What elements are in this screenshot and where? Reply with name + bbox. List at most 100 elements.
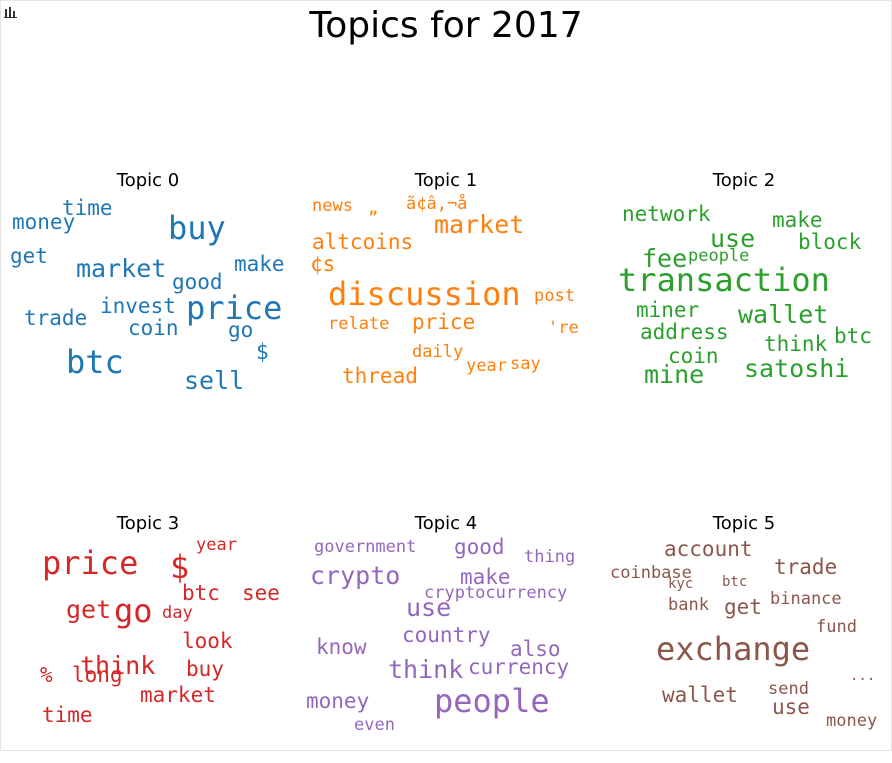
word-4-5: cryptocurrency [424,583,568,603]
topic-panel-3: Topic 3 year price $ btc see get go day look thin… [0,513,296,763]
word-3-11: % [40,663,53,687]
topic-title: Topic 1 [414,170,478,191]
word-4-6: use [406,593,452,622]
word-2-14: satoshi [744,354,850,383]
word-1-10: 're [548,318,579,338]
word-2-2: use [710,224,756,253]
word-4-3: crypto [310,561,401,590]
word-3-6: go [114,592,153,630]
word-5-6: get [724,595,762,619]
word-2-1: make [772,208,823,232]
word-5-9: exchange [656,630,811,668]
topic-panel-0: Topic 0 money time buy get market make good tra… [0,170,296,420]
word-1-7: post [534,286,575,306]
word-4-11: currency [468,655,570,679]
word-2-6: transaction [618,261,830,299]
word-3-0: year [196,535,237,555]
word-1-9: price [412,310,476,334]
word-2-13: mine [644,360,705,389]
word-3-8: look [182,629,233,653]
word-0-7: trade [24,306,88,330]
word-2-9: address [640,320,729,344]
word-2-8: wallet [738,300,829,329]
word-5-11: wallet [662,683,738,707]
word-1-5: ¢s [310,252,336,276]
word-5-10: ... [850,668,876,684]
word-0-1: time [62,196,113,220]
word-5-5: bank [668,595,709,615]
word-3-10: buy [186,657,224,681]
word-1-4: altcoins [312,230,414,254]
word-5-1: coinbase [610,563,692,583]
word-1-1: „ [368,198,379,218]
bar-chart-icon[interactable] [4,6,18,18]
word-0-13: btc [66,343,124,381]
word-3-2: $ [170,548,190,586]
word-0-3: get [10,244,48,268]
word-1-11: daily [412,342,464,362]
word-4-13: people [434,682,550,720]
word-1-3: market [434,210,525,239]
topic-panel-4: Topic 4 government good thing crypto make cry… [298,513,594,763]
topic-panel-1: Topic 1 news „ ã¢â‚¬å market altcoins ¢s discu… [298,170,594,420]
word-3-9: think [80,651,156,680]
word-0-11: go [228,318,254,342]
word-4-1: good [454,535,505,559]
word-1-8: relate [328,314,390,334]
word-5-14: money [826,711,878,731]
word-0-0: money [12,210,76,234]
word-3-12: long [72,663,123,687]
word-0-12: $ [256,340,269,364]
word-0-10: coin [128,316,179,340]
topic-panel-2: Topic 2 network make use block fee people tran… [596,170,892,420]
word-2-5: people [688,246,750,266]
word-4-4: make [460,565,511,589]
word-5-3: kyc [668,576,694,592]
word-5-7: binance [770,589,842,609]
word-0-14: sell [184,366,245,395]
word-4-7: country [402,623,491,647]
word-1-13: year [466,356,507,376]
word-3-5: get [66,595,112,624]
word-2-10: think [764,332,828,356]
word-3-14: time [42,703,93,727]
word-2-11: btc [834,324,872,348]
topic-title: Topic 0 [116,170,180,191]
word-3-13: market [140,683,216,707]
word-5-8: fund [816,617,857,637]
word-0-9: price [186,289,283,327]
word-1-2: ã¢â‚¬å [406,194,468,214]
word-0-2: buy [168,209,226,247]
word-2-0: network [622,202,711,226]
word-1-0: news [312,196,353,216]
topic-panel-5: Topic 5 account coinbase trade kyc btc bank ge… [596,513,892,763]
word-5-13: use [772,695,810,719]
word-2-7: miner [636,298,700,322]
word-3-1: price [42,544,139,582]
word-2-4: fee [642,244,688,273]
word-1-12: thread [342,364,418,388]
chart-title: Topics for 2017 [309,5,583,46]
word-0-5: make [234,252,285,276]
word-3-4: see [242,581,280,605]
word-3-3: btc [182,581,220,605]
topic-title: Topic 3 [116,513,180,534]
word-0-8: invest [100,294,176,318]
word-1-6: discussion [328,275,521,313]
word-4-0: government [314,537,417,557]
topic-title: Topic 2 [712,170,776,191]
word-2-12: coin [668,344,719,368]
word-3-7: day [162,603,193,623]
word-4-8: know [316,635,367,659]
word-5-2: trade [774,555,838,579]
word-4-14: even [354,715,395,735]
word-5-4: btc [722,574,748,590]
word-4-2: thing [524,547,576,567]
topic-title: Topic 5 [712,513,776,534]
word-4-9: also [510,637,561,661]
word-2-3: block [798,230,862,254]
word-5-0: account [664,537,753,561]
topic-title: Topic 4 [414,513,478,534]
word-0-6: good [172,270,223,294]
word-4-12: money [306,689,370,713]
